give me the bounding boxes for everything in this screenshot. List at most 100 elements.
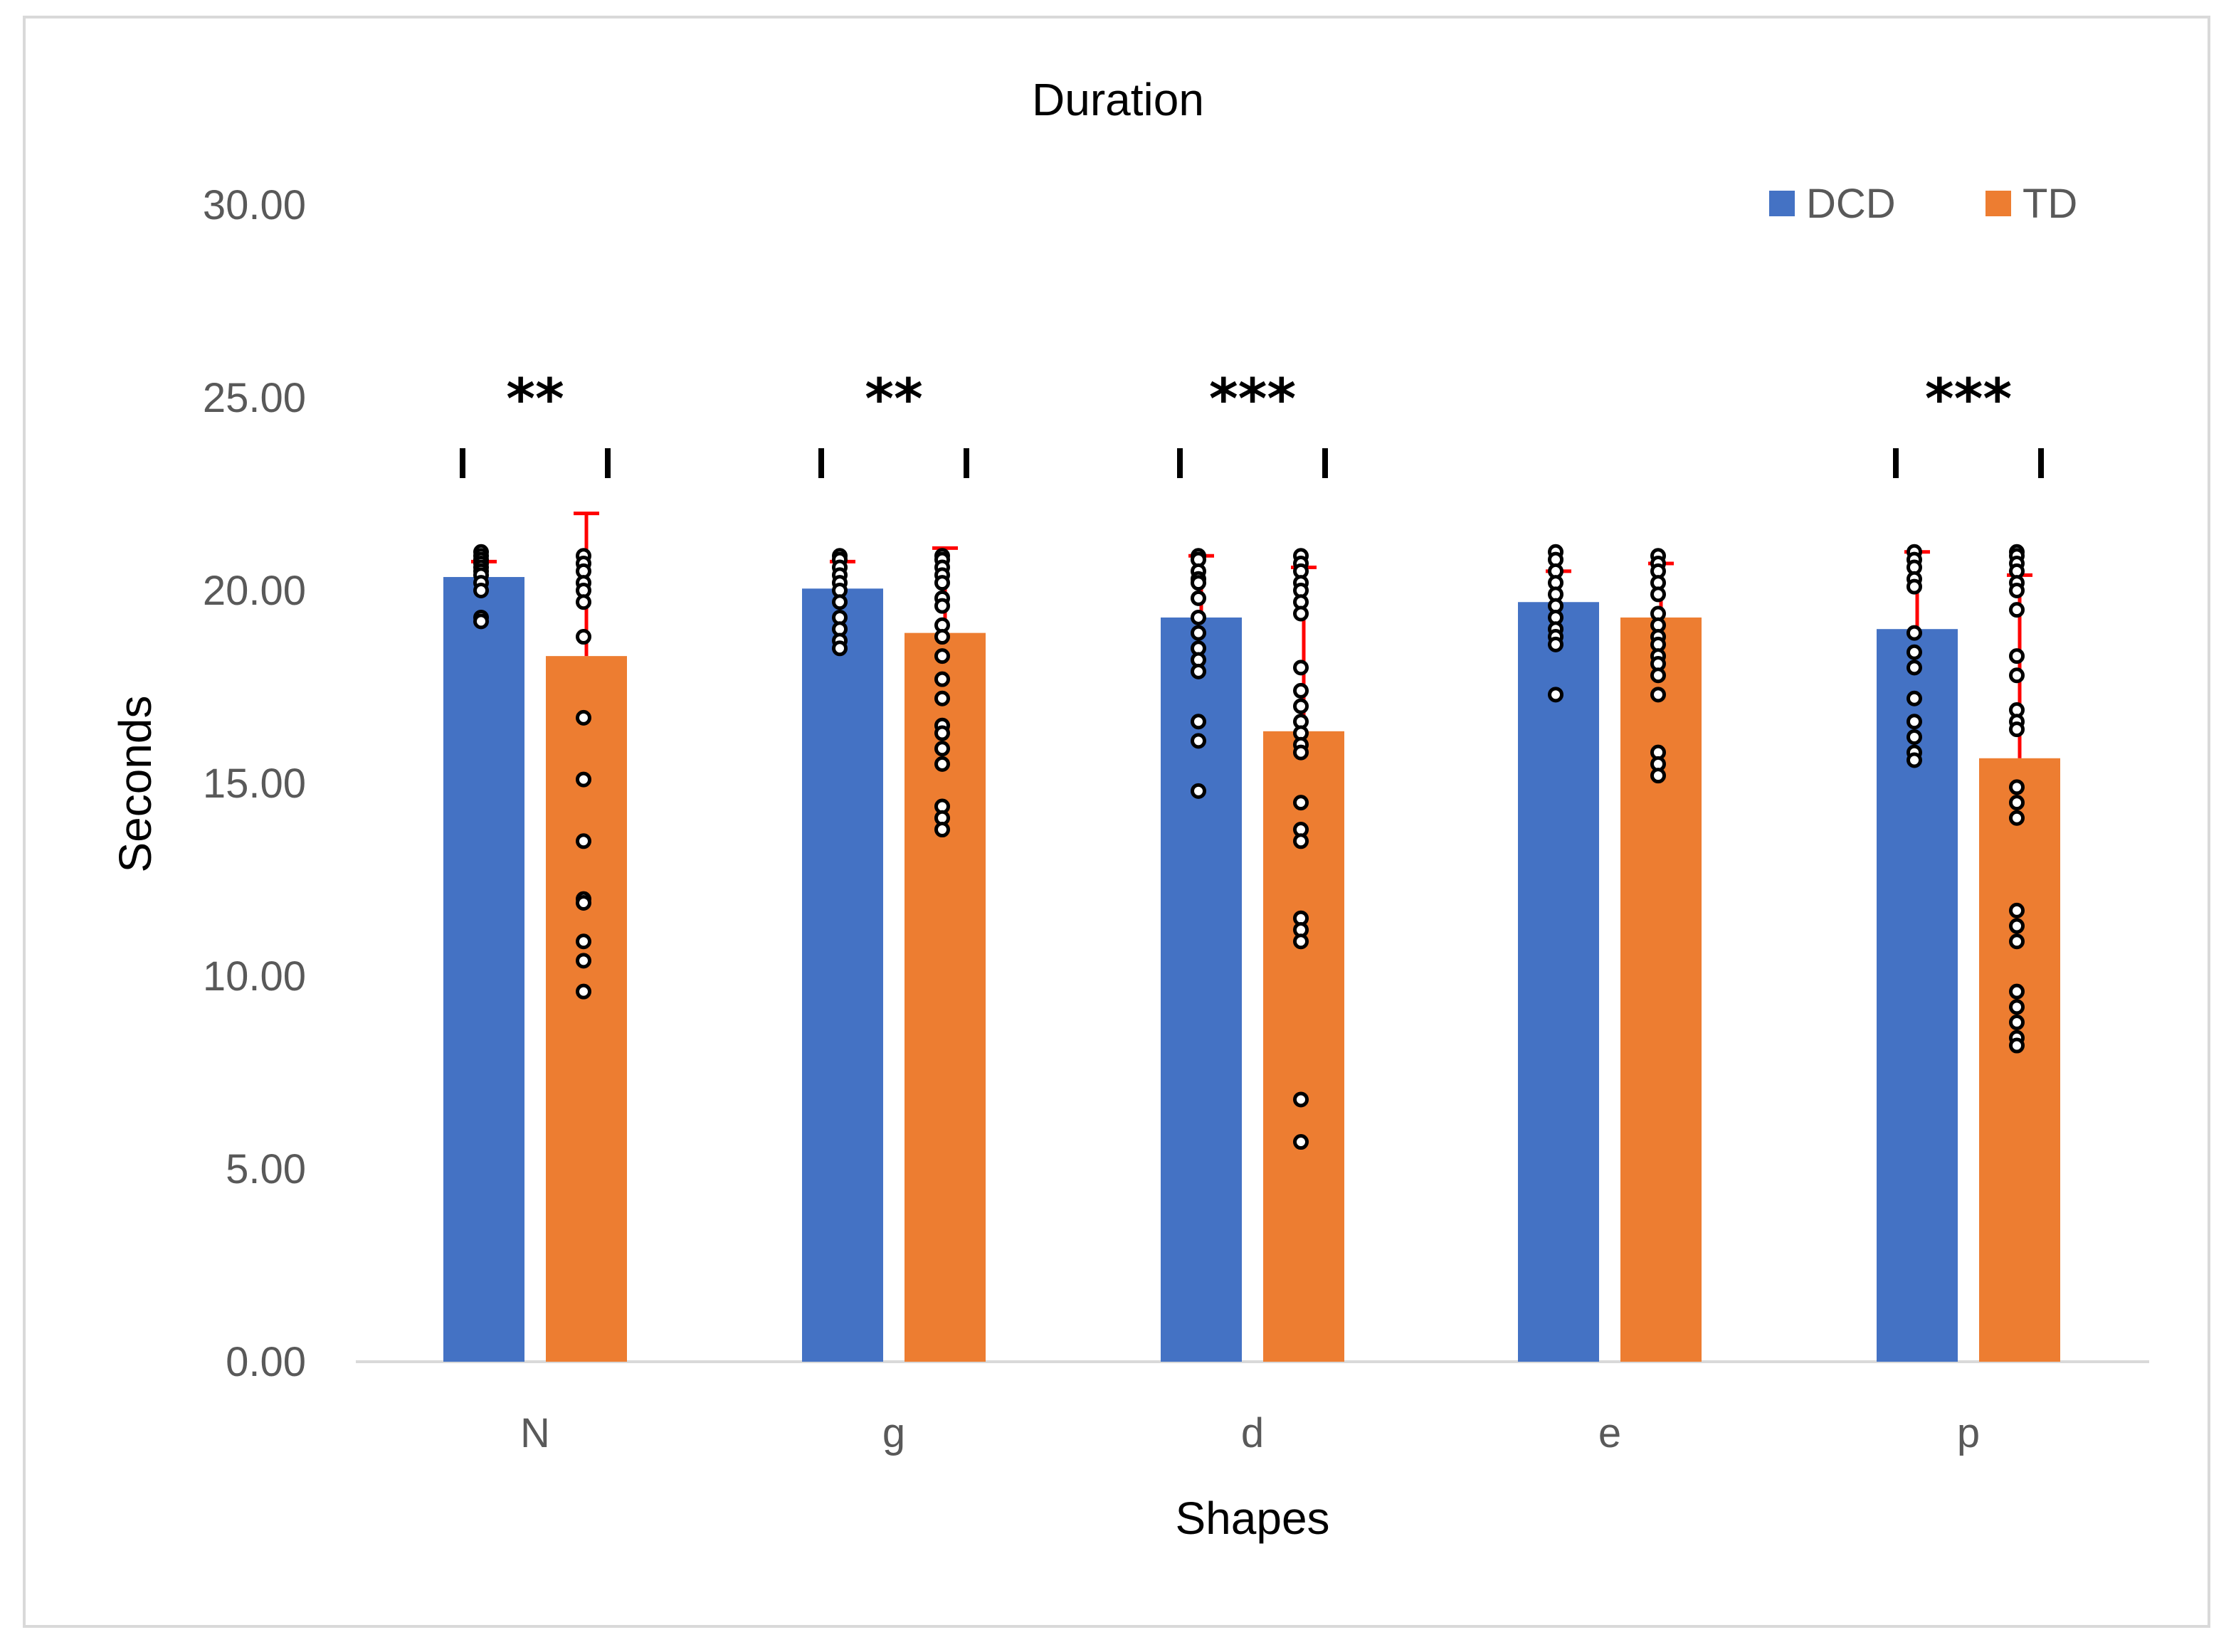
legend-label-td: TD bbox=[2023, 181, 2077, 227]
bar-dcd bbox=[1161, 617, 1242, 1362]
data-point bbox=[2009, 810, 2025, 826]
x-tick-label: d bbox=[1241, 1410, 1264, 1456]
data-point bbox=[2009, 999, 2025, 1015]
data-point bbox=[2009, 795, 2025, 811]
data-point bbox=[1907, 714, 1922, 730]
data-point bbox=[576, 833, 591, 849]
data-point bbox=[2009, 1037, 2025, 1054]
data-point bbox=[1191, 714, 1206, 730]
data-point bbox=[1293, 605, 1309, 622]
data-point bbox=[2009, 667, 2025, 684]
data-point bbox=[1191, 733, 1206, 749]
bar-dcd bbox=[802, 588, 883, 1362]
data-point bbox=[1907, 729, 1922, 745]
data-point bbox=[2009, 779, 2025, 795]
x-tick-label: g bbox=[882, 1410, 905, 1456]
data-point bbox=[576, 629, 591, 645]
data-point bbox=[1293, 744, 1309, 761]
data-point bbox=[1548, 687, 1563, 703]
bar-td bbox=[1620, 617, 1702, 1362]
data-point bbox=[576, 709, 591, 726]
data-point bbox=[1293, 698, 1309, 714]
y-axis-title: Seconds bbox=[110, 695, 161, 872]
significance-label: ** bbox=[506, 368, 564, 432]
data-point bbox=[934, 629, 950, 645]
data-point bbox=[934, 690, 950, 706]
y-tick-label: 20.00 bbox=[203, 568, 306, 614]
data-point bbox=[2009, 902, 2025, 918]
significance-label: ** bbox=[865, 368, 923, 432]
data-point bbox=[1191, 625, 1206, 641]
data-point bbox=[473, 613, 489, 630]
data-point bbox=[2009, 721, 2025, 738]
data-point bbox=[1650, 768, 1666, 784]
chart-title: Duration bbox=[1032, 74, 1204, 125]
data-point bbox=[1293, 660, 1309, 676]
x-axis-title: Shapes bbox=[1175, 1493, 1329, 1544]
x-tick-label: N bbox=[520, 1410, 550, 1456]
data-point bbox=[1191, 663, 1206, 679]
data-point bbox=[1907, 644, 1922, 660]
data-point bbox=[2009, 918, 2025, 934]
data-point bbox=[934, 575, 950, 591]
data-point bbox=[1650, 586, 1666, 603]
data-point bbox=[1907, 660, 1922, 676]
data-point bbox=[1191, 609, 1206, 625]
significance-layer: ** ** *** *** bbox=[460, 368, 2044, 478]
data-point bbox=[576, 594, 591, 610]
data-point bbox=[473, 583, 489, 598]
data-point bbox=[934, 822, 950, 838]
data-point bbox=[576, 771, 591, 788]
data-point bbox=[1293, 1134, 1309, 1150]
error-bars-layer bbox=[471, 512, 2032, 758]
data-point bbox=[1293, 795, 1309, 811]
data-point bbox=[832, 640, 848, 657]
data-point bbox=[934, 725, 950, 741]
data-point bbox=[1907, 752, 1922, 768]
data-point bbox=[1293, 682, 1309, 699]
data-point bbox=[1907, 690, 1922, 706]
legend: DCD TD bbox=[1769, 181, 2077, 227]
data-point bbox=[832, 594, 848, 610]
data-point bbox=[1293, 933, 1309, 950]
legend-label-dcd: DCD bbox=[1806, 181, 1896, 227]
data-point bbox=[1191, 783, 1206, 799]
y-axis-ticks: 0.00 5.00 10.00 15.00 20.00 25.00 30.00 bbox=[203, 182, 306, 1385]
significance-label: *** bbox=[1925, 368, 2012, 432]
data-points-layer bbox=[473, 544, 2025, 1150]
x-tick-label: e bbox=[1598, 1410, 1621, 1456]
data-point bbox=[2009, 602, 2025, 618]
data-point bbox=[1548, 636, 1563, 652]
data-point bbox=[576, 933, 591, 950]
bars-layer bbox=[443, 577, 2060, 1362]
bar-td bbox=[1979, 758, 2060, 1362]
data-point bbox=[1650, 687, 1666, 703]
x-tick-label: p bbox=[1957, 1410, 1980, 1456]
y-tick-label: 25.00 bbox=[203, 375, 306, 421]
y-tick-label: 5.00 bbox=[226, 1146, 306, 1192]
data-point bbox=[1293, 1091, 1309, 1108]
data-point bbox=[1191, 590, 1206, 606]
y-tick-label: 15.00 bbox=[203, 761, 306, 807]
bar-dcd bbox=[443, 577, 524, 1362]
data-point bbox=[2009, 933, 2025, 950]
y-tick-label: 30.00 bbox=[203, 182, 306, 228]
chart-frame bbox=[23, 16, 2210, 1628]
data-point bbox=[2009, 583, 2025, 598]
data-point bbox=[2009, 648, 2025, 664]
data-point bbox=[576, 983, 591, 1000]
data-point bbox=[934, 741, 950, 757]
y-tick-label: 10.00 bbox=[203, 953, 306, 1000]
data-point bbox=[2009, 983, 2025, 1000]
data-point bbox=[2009, 1015, 2025, 1031]
bar-td bbox=[546, 656, 627, 1362]
data-point bbox=[1191, 575, 1206, 591]
legend-swatch-td bbox=[1985, 191, 2011, 216]
data-point bbox=[934, 598, 950, 614]
significance-label: *** bbox=[1209, 368, 1296, 432]
data-point bbox=[1907, 578, 1922, 595]
bar-dcd bbox=[1518, 602, 1599, 1362]
data-point bbox=[1907, 625, 1922, 641]
